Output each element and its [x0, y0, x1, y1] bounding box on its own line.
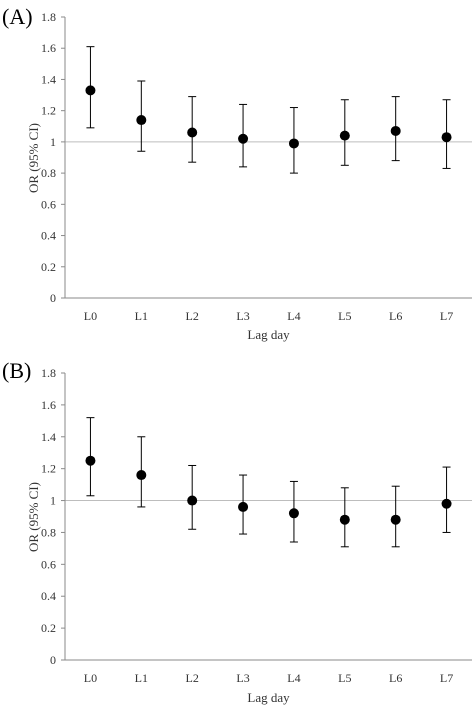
- panel-b-point-L7: [441, 498, 452, 509]
- panel-a-point-L5: [339, 130, 350, 141]
- panel-b-x-tick-label: L3: [236, 671, 249, 685]
- panel-a-y-tick-label: 1.2: [41, 104, 56, 118]
- panel-b-x-axis-title: Lag day: [247, 690, 290, 705]
- panel-a-x-tick-label: L7: [440, 309, 453, 323]
- panel-b-x-tick-label: L6: [389, 671, 402, 685]
- panel-b-x-tick-label: L7: [440, 671, 453, 685]
- panel-b-y-tick-label: 0.2: [41, 621, 56, 635]
- panel-b-x-tick-label: L2: [186, 671, 199, 685]
- panel-b-point-L2: [187, 495, 198, 506]
- panel-b-point-L5: [339, 514, 350, 525]
- panel-a-y-tick-label: 0: [50, 291, 56, 305]
- panel-a-x-tick-label: L6: [389, 309, 402, 323]
- panel-a-x-tick-label: L2: [186, 309, 199, 323]
- panel-a-label: (A): [2, 4, 33, 29]
- panel-b-x-tick-label: L0: [84, 671, 97, 685]
- panel-b-y-tick-label: 0: [50, 653, 56, 667]
- panel-a-y-tick-label: 1.4: [41, 72, 56, 86]
- panel-a-point-L2: [187, 127, 198, 138]
- panel-b-y-tick-label: 1: [50, 494, 56, 508]
- panel-b-point-L3: [238, 501, 249, 512]
- panel-a-x-tick-label: L5: [338, 309, 351, 323]
- panel-a-y-tick-label: 0.8: [41, 166, 56, 180]
- panel-b-y-tick-label: 0.4: [41, 589, 56, 603]
- panel-b-y-axis-title: OR (95% CI): [26, 482, 41, 552]
- panel-a-x-tick-label: L0: [84, 309, 97, 323]
- panel-a-point-L7: [441, 132, 452, 143]
- panel-b-y-tick-label: 1.4: [41, 430, 56, 444]
- panel-b-y-tick-label: 1.8: [41, 366, 56, 380]
- panel-a-y-tick-label: 1.8: [41, 10, 56, 24]
- panel-b-x-tick-label: L4: [287, 671, 300, 685]
- panel-a-y-tick-label: 1: [50, 135, 56, 149]
- panel-a-y-tick-label: 0.2: [41, 260, 56, 274]
- panel-a-point-L4: [288, 138, 299, 149]
- panel-b-y-tick-label: 1.6: [41, 398, 56, 412]
- panel-b-label: (B): [2, 358, 31, 383]
- panel-b-y-tick-label: 0.8: [41, 525, 56, 539]
- panel-a-x-tick-label: L4: [287, 309, 300, 323]
- panel-a-x-tick-label: L1: [135, 309, 148, 323]
- panel-a-point-L6: [390, 125, 401, 136]
- panel-b-x-tick-label: L5: [338, 671, 351, 685]
- panel-a-x-tick-label: L3: [236, 309, 249, 323]
- panel-a-point-L0: [85, 85, 96, 96]
- panel-b-y-tick-label: 0.6: [41, 557, 56, 571]
- panel-a-y-tick-label: 0.4: [41, 229, 56, 243]
- panel-b-point-L6: [390, 514, 401, 525]
- panel-a-y-tick-label: 1.6: [41, 41, 56, 55]
- panel-b-y-tick-label: 1.2: [41, 462, 56, 476]
- panel-a-point-L1: [136, 115, 147, 126]
- panel-a-y-axis-title: OR (95% CI): [26, 123, 41, 193]
- panel-a-x-axis-title: Lag day: [247, 327, 290, 342]
- panel-a-point-L3: [238, 133, 249, 144]
- panel-a-y-tick-label: 0.6: [41, 197, 56, 211]
- panel-b-point-L1: [136, 470, 147, 481]
- panel-b-point-L4: [288, 508, 299, 519]
- panel-b-x-tick-label: L1: [135, 671, 148, 685]
- panel-b-point-L0: [85, 455, 96, 466]
